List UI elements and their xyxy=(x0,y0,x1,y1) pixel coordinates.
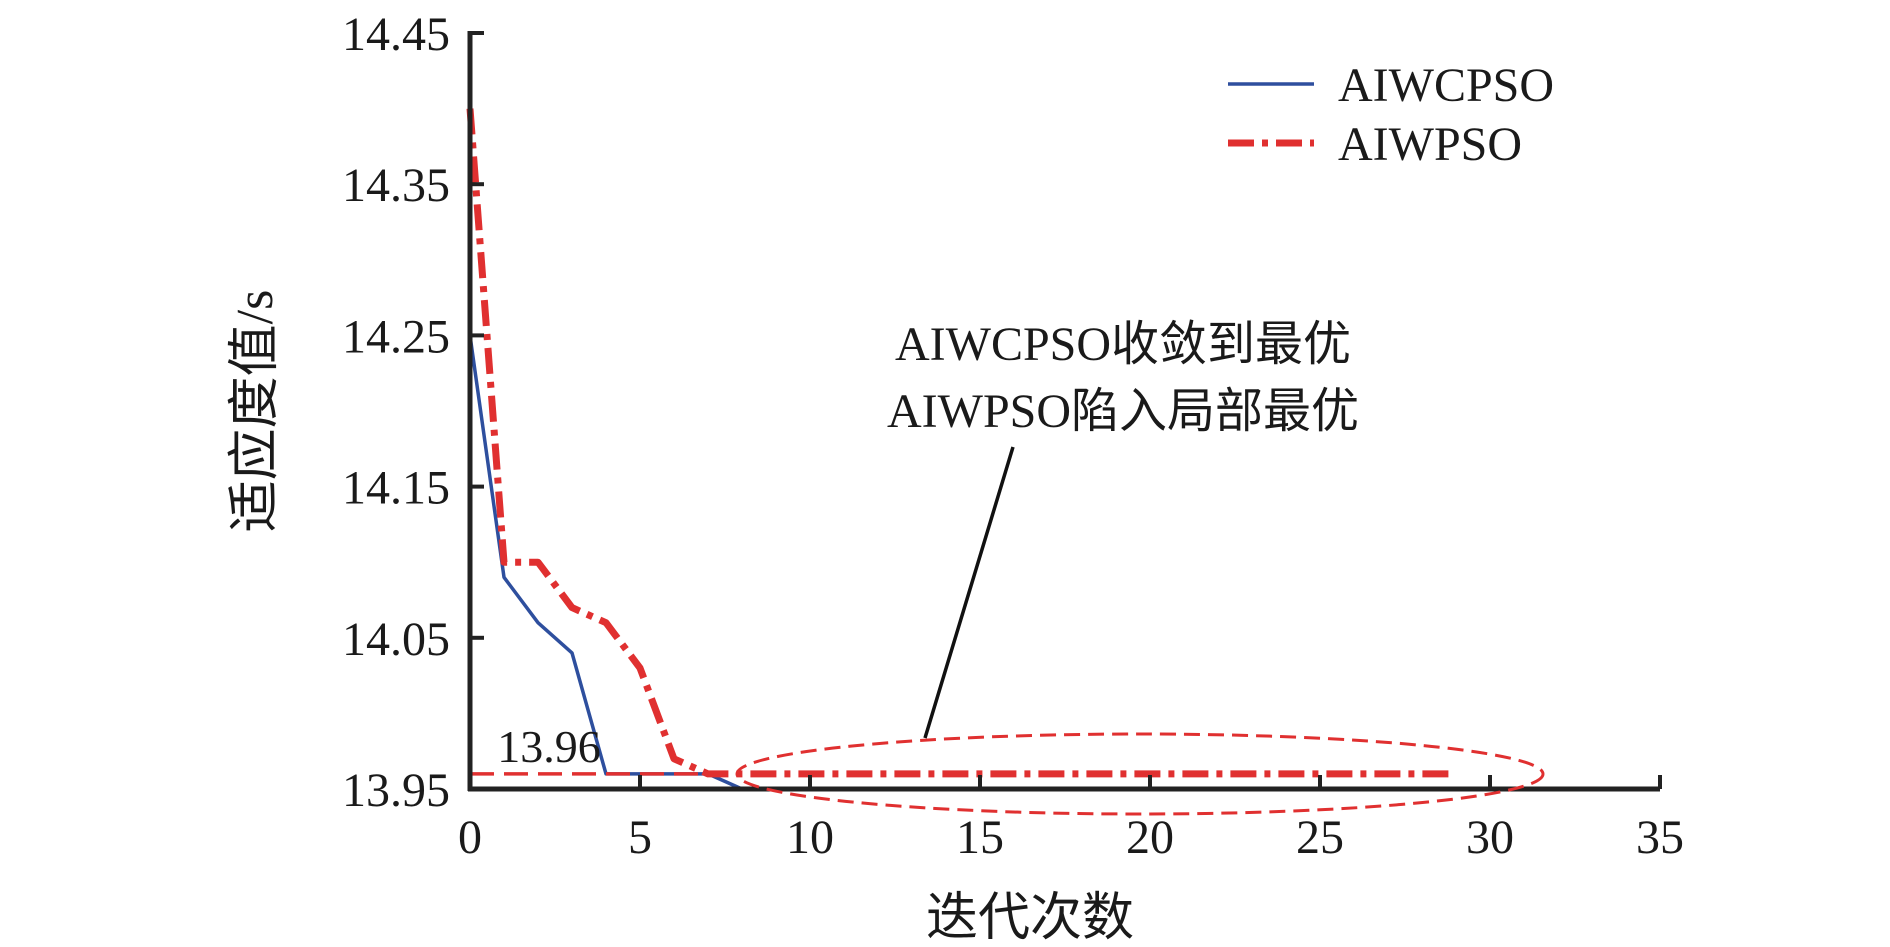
axes: 0 5 10 15 20 25 30 35 13.95 14.05 14.15 14.25 14.35 1… xyxy=(227,8,1684,947)
annotation-ellipse xyxy=(735,732,1545,816)
x-tick-label: 0 xyxy=(458,811,482,864)
x-tick-label: 25 xyxy=(1296,811,1344,864)
x-axis-title: 迭代次数 xyxy=(926,890,1134,947)
x-tick-label: 20 xyxy=(1126,811,1174,864)
x-tick-label: 10 xyxy=(786,811,834,864)
y-tick-label: 14.45 xyxy=(342,8,450,61)
annotation-pointer xyxy=(923,446,1015,739)
legend-label-aiwcpso: AIWCPSO xyxy=(1338,59,1554,112)
x-tick-label: 15 xyxy=(956,811,1004,864)
annotation-text-line-2: AIWPSO陷入局部最优 xyxy=(887,385,1359,438)
series-line-aiwpso xyxy=(466,108,1456,778)
y-tick-label: 13.95 xyxy=(342,764,450,817)
y-tick-label: 14.05 xyxy=(342,613,450,666)
annotation-text-line-1: AIWCPSO收敛到最优 xyxy=(895,318,1351,371)
legend-label-aiwpso: AIWPSO xyxy=(1338,118,1522,171)
y-tick-label: 14.15 xyxy=(342,462,450,515)
y-tick-label: 14.25 xyxy=(342,310,450,363)
y-axis-title: 适应度值/s xyxy=(227,290,284,533)
reference-line-label: 13.96 xyxy=(497,721,601,772)
annotation: AIWCPSO收敛到最优 AIWPSO陷入局部最优 xyxy=(735,318,1545,816)
plot-area: 13.96 xyxy=(466,108,1456,791)
x-tick-label: 5 xyxy=(628,811,652,864)
x-tick-label: 30 xyxy=(1466,811,1514,864)
y-tick-label: 14.35 xyxy=(342,159,450,212)
x-tick-label: 35 xyxy=(1636,811,1684,864)
legend: AIWCPSO AIWPSO xyxy=(1228,59,1554,171)
